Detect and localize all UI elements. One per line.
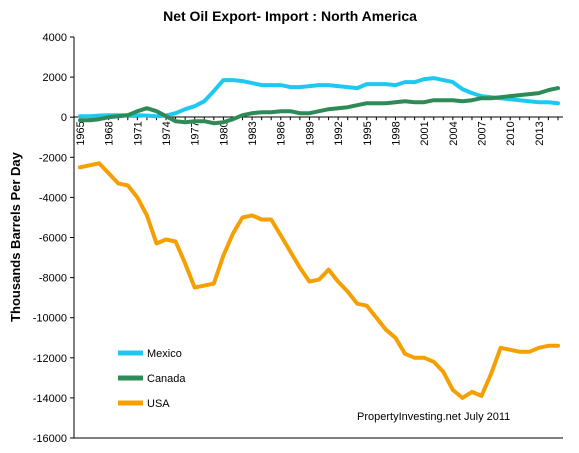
ticks: 4000 2000 0 -2000 -4000 -6000 -8000 -10000 -1200… xyxy=(33,32,559,445)
source-annotation: PropertyInvesting.net July 2011 xyxy=(357,411,510,423)
series-lines xyxy=(78,76,560,400)
x-tick-label: 2001 xyxy=(419,121,431,145)
chart-title: Net Oil Export- Import : North America xyxy=(163,8,417,24)
legend: Mexico Canada USA xyxy=(118,348,186,410)
x-tick-label: 1968 xyxy=(104,121,116,145)
y-tick-label: 2000 xyxy=(43,72,67,84)
x-tick-label: 1995 xyxy=(362,121,374,145)
y-axis-label: Thousands Barrels Per Day xyxy=(8,151,23,322)
x-tick-label: 2007 xyxy=(477,121,489,145)
y-tick-label: -12000 xyxy=(33,353,67,365)
legend-label-canada: Canada xyxy=(147,373,186,385)
x-tick-label: 1989 xyxy=(304,121,316,145)
x-tick-label: 1965 xyxy=(75,121,87,145)
y-tick-label: 4000 xyxy=(43,32,67,44)
x-tick-label: 1998 xyxy=(390,121,402,145)
x-tick-label: 1992 xyxy=(333,121,345,145)
legend-label-usa: USA xyxy=(147,398,170,410)
x-tick-label: 1986 xyxy=(276,121,288,145)
x-tick-label: 2010 xyxy=(505,121,517,145)
x-tick-label: 2004 xyxy=(448,121,460,145)
x-tick-label: 1971 xyxy=(132,121,144,145)
x-tick-label: 1974 xyxy=(161,121,173,145)
y-tick-label: -10000 xyxy=(33,313,67,325)
x-tick-label: 1980 xyxy=(218,121,230,145)
x-tick-label: 1983 xyxy=(247,121,259,145)
y-tick-label: -2000 xyxy=(39,152,67,164)
y-tick-label: 0 xyxy=(61,112,67,124)
legend-label-mexico: Mexico xyxy=(147,348,182,360)
y-tick-label: -4000 xyxy=(39,192,67,204)
y-tick-label: -8000 xyxy=(39,273,67,285)
y-tick-label: -16000 xyxy=(33,433,67,445)
x-tick-label: 1977 xyxy=(190,121,202,145)
series-line-mexico xyxy=(78,76,560,119)
y-tick-label: -6000 xyxy=(39,233,67,245)
x-tick-label: 2013 xyxy=(534,121,546,145)
series-line-usa xyxy=(78,161,560,400)
y-tick-label: -14000 xyxy=(33,393,67,405)
series-line-canada xyxy=(78,86,560,126)
